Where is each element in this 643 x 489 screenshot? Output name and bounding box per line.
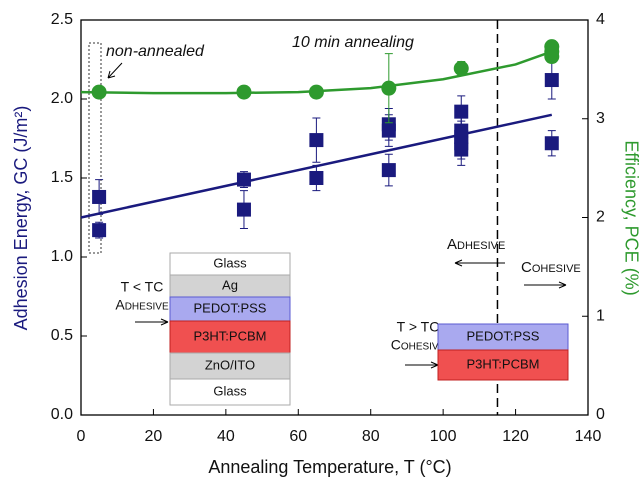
layer-label: Ag — [222, 277, 238, 292]
y2-axis-label: Efficiency, PCE (%) — [621, 140, 641, 295]
y2-tick-label: 4 — [596, 11, 605, 28]
layer-label: ZnO/ITO — [205, 357, 255, 372]
marker — [308, 84, 324, 100]
point — [544, 130, 559, 157]
y-tick-label: 2.5 — [51, 11, 73, 28]
point — [454, 133, 469, 166]
point — [236, 190, 251, 230]
x-tick-label: 60 — [289, 428, 307, 445]
arrow — [454, 259, 505, 267]
y2-tick-label: 3 — [596, 110, 605, 127]
marker — [453, 60, 469, 76]
layer-label: Glass — [213, 255, 247, 270]
point — [544, 60, 559, 100]
y-tick-label: 1.5 — [51, 169, 73, 186]
point — [381, 153, 396, 187]
marker — [544, 73, 559, 88]
x-axis-label: Annealing Temperature, T (°C) — [208, 457, 451, 477]
y-tick-label: 2.0 — [51, 90, 73, 107]
annotation: Adhesive — [115, 297, 169, 313]
y-tick-label: 0.0 — [51, 406, 73, 423]
point — [308, 84, 324, 100]
marker — [236, 202, 251, 217]
marker — [454, 142, 469, 157]
annotation: Cohesive — [521, 259, 581, 276]
annotation: 10 min annealing — [292, 34, 414, 51]
fit-line — [80, 50, 553, 95]
y-tick-label: 0.5 — [51, 327, 73, 344]
marker — [236, 84, 252, 100]
point — [309, 117, 324, 163]
arrow — [524, 281, 567, 289]
layer — [169, 320, 291, 354]
point — [453, 60, 469, 76]
x-tick-label: 120 — [502, 428, 529, 445]
y2-tick-label: 2 — [596, 209, 605, 226]
marker — [91, 84, 107, 100]
point — [92, 179, 107, 215]
point — [309, 164, 324, 192]
marker — [381, 123, 396, 138]
layer — [169, 296, 291, 322]
annotation: Cohesive — [391, 337, 446, 353]
layer-label: P3HT:PCBM — [194, 328, 267, 343]
layer-label: P3HT:PCBM — [467, 356, 540, 371]
x-tick-label: 20 — [145, 428, 163, 445]
highlight-box — [88, 42, 102, 254]
marker — [309, 171, 324, 185]
arrow — [135, 318, 169, 326]
marker — [381, 80, 397, 96]
y2-tick-label: 0 — [596, 406, 605, 423]
annotation: non-annealed — [106, 43, 205, 60]
marker — [236, 172, 251, 187]
x-tick-label: 100 — [430, 428, 457, 445]
point — [236, 171, 251, 188]
layer — [437, 323, 569, 351]
point — [92, 221, 107, 239]
marker — [544, 136, 559, 151]
x-tick-label: 140 — [575, 428, 602, 445]
point — [544, 49, 560, 65]
arrow — [107, 62, 123, 79]
marker — [92, 189, 107, 204]
annotation: Adhesive — [447, 236, 505, 253]
marker — [92, 223, 107, 238]
layer — [437, 349, 569, 381]
layer-label: Glass — [213, 383, 247, 398]
x-tick-label: 40 — [217, 428, 235, 445]
marker — [309, 133, 324, 148]
marker — [544, 49, 560, 65]
y-tick-label: 1.0 — [51, 248, 73, 265]
annotation: T < TC — [121, 279, 164, 295]
arrow — [405, 361, 439, 369]
point — [236, 84, 252, 100]
layer-label: PEDOT:PSS — [194, 300, 267, 315]
x-tick-label: 0 — [77, 428, 86, 445]
point — [381, 53, 397, 124]
y2-tick-label: 1 — [596, 307, 605, 324]
layer — [169, 352, 291, 380]
marker — [381, 163, 396, 178]
layer — [169, 378, 291, 406]
x-tick-label: 80 — [362, 428, 380, 445]
annotation: T > TC — [397, 319, 440, 335]
layer-label: PEDOT:PSS — [467, 328, 540, 343]
y-axis-label: Adhesion Energy, GC (J/m²) — [11, 106, 31, 331]
point — [91, 84, 107, 100]
